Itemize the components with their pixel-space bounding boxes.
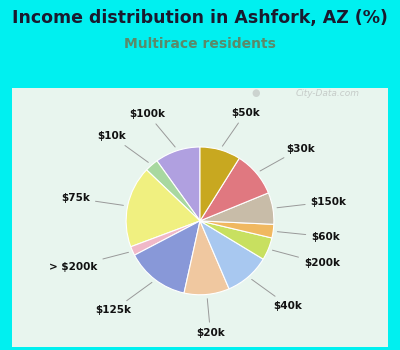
Text: $10k: $10k	[98, 131, 148, 162]
Text: $50k: $50k	[222, 108, 260, 146]
Wedge shape	[200, 147, 239, 221]
Wedge shape	[200, 193, 274, 224]
Wedge shape	[200, 221, 274, 238]
Wedge shape	[200, 221, 263, 289]
Text: $40k: $40k	[252, 279, 302, 311]
Bar	[12, 88, 388, 346]
Wedge shape	[200, 221, 272, 259]
Wedge shape	[146, 161, 200, 221]
Text: ●: ●	[252, 88, 260, 98]
Text: $100k: $100k	[130, 109, 175, 147]
Text: $30k: $30k	[260, 144, 315, 171]
Wedge shape	[200, 158, 268, 221]
Wedge shape	[126, 170, 200, 247]
Text: > $200k: > $200k	[49, 252, 128, 272]
Text: $20k: $20k	[196, 299, 225, 338]
Text: $200k: $200k	[272, 250, 340, 268]
Text: $60k: $60k	[277, 232, 340, 242]
Wedge shape	[157, 147, 200, 221]
Wedge shape	[131, 221, 200, 255]
Text: $75k: $75k	[61, 193, 124, 205]
Wedge shape	[134, 221, 200, 293]
Text: City-Data.com: City-Data.com	[296, 89, 360, 98]
Text: Income distribution in Ashfork, AZ (%): Income distribution in Ashfork, AZ (%)	[12, 9, 388, 27]
Text: $125k: $125k	[96, 282, 152, 315]
Wedge shape	[184, 221, 229, 295]
Text: $150k: $150k	[277, 197, 347, 208]
Text: Multirace residents: Multirace residents	[124, 37, 276, 51]
